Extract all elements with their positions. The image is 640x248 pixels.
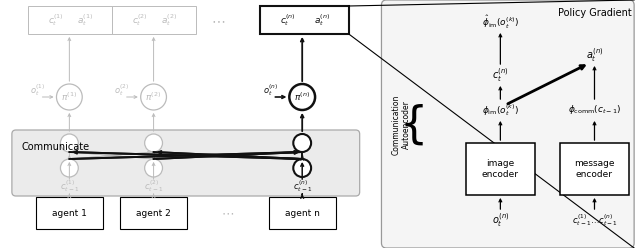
Text: $\{$: $\{$ [399,103,424,147]
Text: Policy Gradient: Policy Gradient [557,8,632,18]
Text: $a_t^{(n)}$: $a_t^{(n)}$ [586,46,604,64]
Circle shape [141,84,166,110]
Bar [560,143,629,195]
Text: Communication
Autoencoder: Communication Autoencoder [392,95,411,155]
Text: $o_t^{(n)}$: $o_t^{(n)}$ [492,211,509,229]
Text: agent n: agent n [285,209,319,217]
Bar [260,6,349,34]
Circle shape [56,84,82,110]
Bar [36,197,103,229]
Text: $a_t^{(n)}$: $a_t^{(n)}$ [314,12,330,28]
Text: $\pi^{(2)}$: $\pi^{(2)}$ [145,91,162,103]
Text: $c_{t-1}^{(n)}$: $c_{t-1}^{(n)}$ [292,178,312,194]
Circle shape [289,84,315,110]
Circle shape [60,134,78,152]
FancyBboxPatch shape [381,0,634,248]
Circle shape [293,134,311,152]
Text: $\hat{\phi}_{\mathrm{im}}(o_t^{(k)})$: $\hat{\phi}_{\mathrm{im}}(o_t^{(k)})$ [482,13,519,31]
Bar [466,143,535,195]
Text: $\pi^{(n)}$: $\pi^{(n)}$ [294,91,310,103]
Circle shape [60,159,78,177]
Text: $c_{t-1}^{(1)}\ldots c_{t-1}^{(n)}$: $c_{t-1}^{(1)}\ldots c_{t-1}^{(n)}$ [572,212,618,228]
Text: image
encoder: image encoder [482,159,519,179]
Text: $c_{t-1}^{(1)}$: $c_{t-1}^{(1)}$ [60,178,79,194]
Bar [112,6,196,34]
Circle shape [293,159,311,177]
Text: $o_t^{(1)}$: $o_t^{(1)}$ [30,82,45,98]
Text: $o_t^{(n)}$: $o_t^{(n)}$ [263,82,278,98]
Circle shape [145,134,163,152]
Text: Communicate: Communicate [22,142,90,152]
Text: $c_t^{(n)}$: $c_t^{(n)}$ [492,66,509,84]
FancyBboxPatch shape [12,130,360,196]
Text: $c_t^{(n)}$: $c_t^{(n)}$ [280,12,296,28]
Text: $a_t^{(1)}$: $a_t^{(1)}$ [77,12,93,28]
Text: message
encoder: message encoder [574,159,615,179]
Circle shape [145,159,163,177]
Text: $c_{t-1}^{(2)}$: $c_{t-1}^{(2)}$ [144,178,163,194]
Text: agent 2: agent 2 [136,209,171,217]
Text: $\phi_{\mathrm{im}}(o_t^{(k)})$: $\phi_{\mathrm{im}}(o_t^{(k)})$ [482,102,519,118]
Bar [120,197,188,229]
Bar [28,6,112,34]
Bar [269,197,336,229]
Text: $c_t^{(2)}$: $c_t^{(2)}$ [132,12,148,28]
Text: $\pi^{(1)}$: $\pi^{(1)}$ [61,91,77,103]
Text: $\phi_{\mathrm{comm}}(c_{t-1})$: $\phi_{\mathrm{comm}}(c_{t-1})$ [568,103,621,117]
Text: agent 1: agent 1 [52,209,87,217]
Text: $c_t^{(1)}$: $c_t^{(1)}$ [47,12,63,28]
Text: $\cdots$: $\cdots$ [221,207,234,219]
Text: $o_t^{(2)}$: $o_t^{(2)}$ [114,82,129,98]
Text: $\cdots$: $\cdots$ [211,13,225,27]
Text: $a_t^{(2)}$: $a_t^{(2)}$ [161,12,178,28]
